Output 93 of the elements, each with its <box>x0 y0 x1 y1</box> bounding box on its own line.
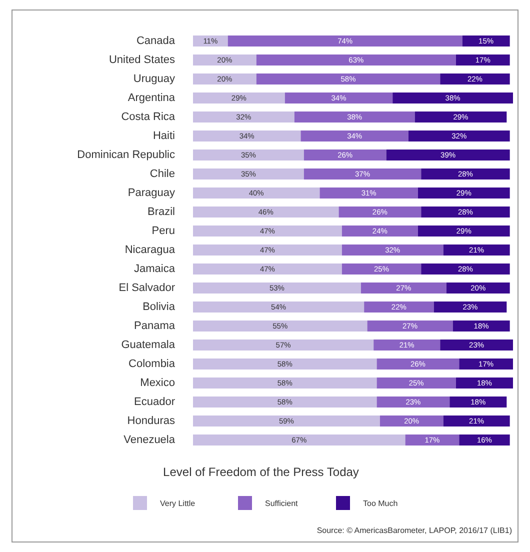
y-tick-label: Mexico <box>140 377 175 389</box>
bar <box>193 320 368 332</box>
bar <box>392 92 513 104</box>
bar <box>228 36 462 46</box>
legend-label: Very Little <box>160 499 196 508</box>
bar <box>408 130 510 142</box>
bar <box>452 320 510 332</box>
bar <box>193 416 380 426</box>
bar <box>193 36 228 46</box>
y-tick-label: Nicaragua <box>124 244 176 256</box>
bar <box>443 416 510 426</box>
bar <box>256 54 456 66</box>
y-tick-label: Jamaica <box>134 263 176 275</box>
bar <box>434 302 507 312</box>
bar <box>367 320 453 332</box>
source-note: Source: © AmericasBarometer, LAPOP, 2016/17 (LIB1) <box>316 526 512 535</box>
bar <box>421 168 510 180</box>
legend-label: Too Much <box>363 499 398 508</box>
bar <box>364 302 434 312</box>
bar <box>193 302 364 312</box>
y-tick-label: Honduras <box>127 415 176 427</box>
y-tick-label: El Salvador <box>118 282 176 294</box>
bar <box>193 74 256 84</box>
bar <box>360 282 446 294</box>
bar <box>443 244 510 256</box>
bar <box>193 244 342 256</box>
bar <box>304 168 422 180</box>
bar <box>462 36 510 46</box>
bar <box>193 226 342 236</box>
y-tick-label: Guatemala <box>121 339 176 351</box>
bar <box>342 244 444 256</box>
bar <box>284 92 393 104</box>
y-tick-label: Canada <box>136 35 176 47</box>
bar <box>338 206 422 218</box>
y-tick-label: Uruguay <box>133 73 176 85</box>
y-tick-label: Colombia <box>128 358 176 370</box>
bar <box>374 340 440 350</box>
bar <box>193 378 377 388</box>
bar <box>421 264 510 274</box>
bar <box>376 396 450 408</box>
bar <box>446 282 510 294</box>
bar <box>193 282 361 294</box>
bar <box>376 378 456 388</box>
y-tick-label: Bolivia <box>142 301 176 313</box>
bar <box>193 264 342 274</box>
bar <box>440 74 510 84</box>
bar <box>456 378 513 388</box>
bar <box>294 112 415 122</box>
bar <box>450 396 507 408</box>
bar <box>193 434 406 446</box>
y-tick-label: Peru <box>152 225 175 237</box>
bar <box>456 54 510 66</box>
y-tick-label: Venezuela <box>124 434 176 446</box>
bar <box>193 188 320 198</box>
bar <box>386 150 510 160</box>
bar <box>459 434 510 446</box>
bar <box>193 150 304 160</box>
bar <box>193 396 377 408</box>
legend-title: Level of Freedom of the Press Today <box>163 465 359 479</box>
y-tick-label: Haiti <box>152 130 175 142</box>
bar <box>380 416 444 426</box>
bar <box>414 112 507 122</box>
bar <box>342 264 422 274</box>
y-tick-label: Dominican Republic <box>77 149 176 161</box>
y-tick-label: Argentina <box>128 92 176 104</box>
y-tick-label: Panama <box>134 320 176 332</box>
y-tick-label: Brazil <box>147 206 175 218</box>
y-tick-label: Ecuador <box>134 396 176 408</box>
bar <box>193 340 374 350</box>
bar <box>193 92 285 104</box>
bar <box>193 358 377 370</box>
bar <box>320 188 418 198</box>
bar <box>342 226 418 236</box>
bar <box>193 54 256 66</box>
legend-label: Sufficient <box>265 499 299 508</box>
bar <box>459 358 513 370</box>
bar <box>418 226 510 236</box>
bar <box>193 168 304 180</box>
bar <box>193 112 294 122</box>
y-tick-label: United States <box>108 54 176 66</box>
bar <box>440 340 513 350</box>
y-tick-label: Costa Rica <box>121 111 176 123</box>
y-tick-label: Chile <box>150 168 175 180</box>
y-tick-label: Paraguay <box>128 187 176 199</box>
bar <box>256 74 440 84</box>
bar <box>405 434 460 446</box>
bar <box>193 130 301 142</box>
bar <box>421 206 510 218</box>
bar <box>304 150 386 160</box>
bar <box>376 358 460 370</box>
bar <box>300 130 408 142</box>
bar <box>193 206 339 218</box>
bar <box>418 188 510 198</box>
